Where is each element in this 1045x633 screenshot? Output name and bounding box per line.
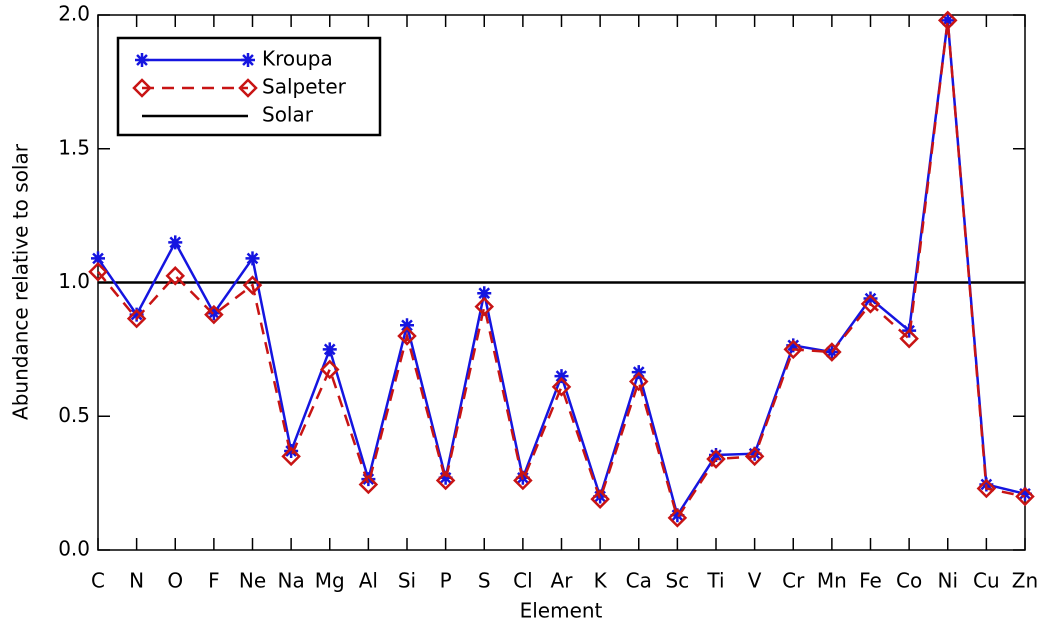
x-tick-label: Sc (666, 569, 690, 593)
x-tick-label: Co (896, 569, 922, 593)
data-point (281, 446, 301, 467)
x-tick-label: Ne (239, 569, 266, 593)
x-tick-label: S (478, 569, 491, 593)
x-tick-label: C (91, 569, 105, 593)
x-tick-label: P (440, 569, 452, 593)
x-tick-label: K (594, 569, 608, 593)
data-point (667, 508, 688, 528)
data-point (206, 306, 221, 321)
y-axis-title: Abundance relative to solar (9, 143, 33, 420)
data-point (940, 13, 955, 28)
x-tick-label: V (748, 569, 762, 593)
data-point (513, 470, 533, 491)
data-point (477, 286, 492, 301)
data-point (400, 318, 414, 333)
legend-marker (132, 78, 152, 98)
data-point (91, 251, 105, 266)
data-point (1018, 486, 1032, 501)
series-line (97, 20, 1026, 521)
x-axis-title: Element (520, 599, 603, 623)
data-point (822, 342, 842, 362)
y-tick-label: 2.0 (58, 2, 90, 26)
data-point (88, 262, 108, 282)
data-point (474, 296, 495, 317)
data-point (786, 338, 801, 353)
data-point (554, 369, 569, 384)
data-point (204, 304, 224, 325)
x-tick-label: F (208, 569, 220, 593)
x-tick-label: Ti (706, 569, 724, 593)
data-point (628, 371, 649, 392)
data-point (319, 359, 340, 380)
data-point (937, 10, 958, 31)
data-point (361, 472, 376, 487)
y-tick-label: 0.0 (58, 537, 90, 561)
x-tick-label: Ca (626, 569, 652, 593)
data-point (1015, 486, 1035, 507)
x-tick-label: Na (278, 569, 305, 593)
data-point (860, 294, 881, 314)
data-point (590, 489, 610, 509)
data-point (670, 508, 685, 523)
x-tick-label: Ni (937, 569, 958, 593)
x-tick-label: Si (398, 569, 416, 593)
data-point (397, 326, 417, 346)
data-point (358, 474, 379, 495)
data-point (322, 342, 337, 357)
x-tick-label: Mg (315, 569, 345, 593)
data-point (245, 251, 260, 266)
data-point (899, 328, 919, 349)
data-point (709, 448, 723, 463)
data-point (551, 377, 572, 397)
x-tick-label: N (129, 569, 144, 593)
data-point (438, 470, 453, 485)
legend-label: Solar (262, 103, 314, 127)
data-point (863, 291, 878, 306)
y-tick-label: 0.5 (58, 403, 90, 427)
data-point (242, 275, 263, 295)
x-tick-label: Al (359, 569, 378, 593)
data-point (744, 446, 765, 467)
data-point (126, 308, 147, 329)
x-tick-label: Mn (817, 569, 847, 593)
legend-label: Salpeter (262, 75, 347, 99)
x-tick-label: O (167, 569, 183, 593)
x-tick-label: Cu (973, 569, 1000, 593)
y-tick-label: 1.0 (58, 269, 90, 293)
data-point (129, 307, 144, 322)
data-point (168, 235, 183, 250)
y-tick-label: 1.5 (58, 135, 90, 159)
legend-marker (238, 78, 258, 98)
x-tick-label: Cr (782, 569, 805, 593)
data-point (165, 266, 186, 286)
legend-marker (241, 53, 255, 67)
x-tick-label: Ar (551, 569, 574, 593)
x-tick-label: Fe (859, 569, 882, 593)
x-tick-label: Zn (1012, 569, 1038, 593)
data-point (783, 339, 804, 360)
legend-label: Kroupa (262, 47, 333, 71)
legend-marker (135, 53, 149, 67)
data-point (435, 470, 456, 491)
x-tick-label: Cl (513, 569, 533, 593)
data-point (976, 478, 997, 499)
data-point (706, 449, 726, 469)
